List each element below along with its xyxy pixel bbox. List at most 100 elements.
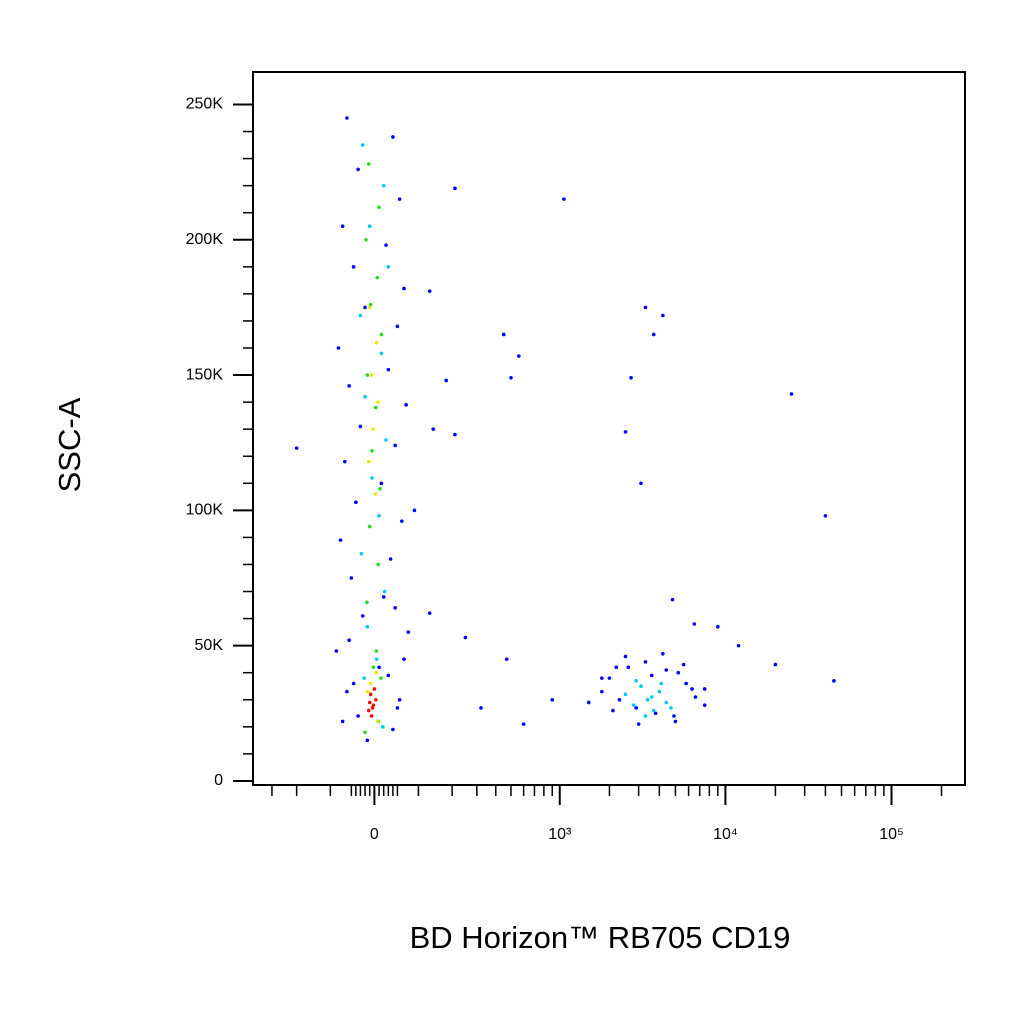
data-point: [366, 162, 371, 166]
data-point: [692, 622, 697, 626]
data-point: [364, 237, 368, 242]
data-point: [375, 719, 380, 724]
data-point: [832, 679, 836, 683]
data-point: [611, 708, 615, 713]
data-point: [651, 332, 656, 337]
data-point: [453, 432, 457, 437]
data-point: [372, 687, 377, 691]
data-point: [427, 289, 432, 293]
data-point: [340, 719, 345, 724]
data-point: [370, 449, 374, 453]
data-point: [363, 394, 367, 399]
data-point: [381, 595, 386, 599]
data-point: [444, 378, 449, 383]
data-point: [374, 340, 379, 345]
data-point: [370, 706, 375, 710]
data-point: [391, 135, 395, 139]
data-point: [368, 692, 373, 697]
data-point: [351, 681, 356, 686]
data-point: [661, 313, 665, 318]
data-point: [789, 392, 794, 396]
data-point: [631, 703, 636, 707]
data-point: [400, 519, 404, 523]
data-point: [384, 438, 388, 442]
data-point: [358, 424, 363, 429]
data-point: [681, 662, 686, 667]
data-point: [673, 719, 678, 724]
data-point: [684, 681, 688, 686]
x-axis-title: BD Horizon™ RB705 CD19: [410, 920, 791, 955]
data-point: [773, 662, 778, 667]
x-tick-label: 10³: [548, 826, 572, 843]
data-point: [365, 738, 370, 743]
data-point: [360, 614, 365, 618]
data-point: [661, 651, 665, 656]
data-point: [373, 405, 378, 410]
data-point: [376, 400, 380, 404]
data-point: [634, 706, 638, 710]
data-point: [373, 697, 378, 702]
data-point: [702, 703, 707, 707]
data-point: [653, 711, 658, 716]
data-point: [669, 706, 673, 710]
data-point: [639, 684, 643, 689]
data-point: [402, 286, 406, 291]
data-point: [393, 443, 397, 448]
data-point: [377, 205, 381, 210]
data-point: [431, 427, 436, 431]
data-point: [347, 384, 351, 388]
data-point: [363, 305, 367, 310]
data-point: [365, 600, 369, 605]
data-point: [645, 697, 650, 702]
x-tick-label: 10⁵: [879, 826, 903, 843]
data-point: [363, 730, 367, 735]
data-point: [374, 670, 379, 675]
data-point: [376, 562, 380, 567]
data-point: [427, 611, 432, 615]
data-point: [664, 668, 669, 672]
data-point: [643, 305, 648, 310]
data-point: [823, 513, 828, 518]
y-tick-label: 50K: [195, 637, 224, 654]
data-point: [379, 351, 384, 356]
data-point: [377, 513, 381, 518]
data-point: [623, 654, 628, 659]
x-tick-label: 10⁴: [713, 826, 738, 843]
data-point: [386, 367, 391, 372]
data-point: [368, 302, 373, 307]
data-point: [393, 605, 397, 610]
data-point: [639, 481, 643, 486]
data-point: [334, 649, 339, 653]
data-point: [349, 576, 354, 580]
data-point: [395, 706, 400, 710]
data-point: [690, 687, 694, 691]
data-point: [382, 589, 387, 594]
data-point: [347, 638, 351, 643]
y-axis-title: SSC-A: [52, 397, 87, 492]
data-point: [600, 689, 604, 694]
data-point: [702, 687, 707, 691]
data-point: [388, 557, 393, 561]
data-point: [386, 265, 391, 269]
data-point: [374, 649, 379, 653]
data-point: [562, 197, 566, 201]
data-point: [453, 186, 457, 191]
data-point: [366, 689, 370, 694]
data-point: [676, 670, 681, 675]
data-point: [693, 695, 698, 699]
data-point: [370, 476, 374, 480]
data-point: [386, 673, 391, 678]
data-point: [336, 346, 341, 350]
data-point: [367, 524, 372, 529]
data-point: [634, 679, 638, 683]
data-point: [384, 243, 388, 247]
data-point: [649, 695, 654, 699]
data-point: [345, 689, 349, 694]
x-tick-label: 0: [370, 826, 379, 843]
data-point: [463, 635, 468, 640]
data-point: [366, 459, 371, 464]
data-point: [356, 167, 360, 172]
data-point: [509, 375, 513, 380]
data-point: [374, 657, 379, 661]
